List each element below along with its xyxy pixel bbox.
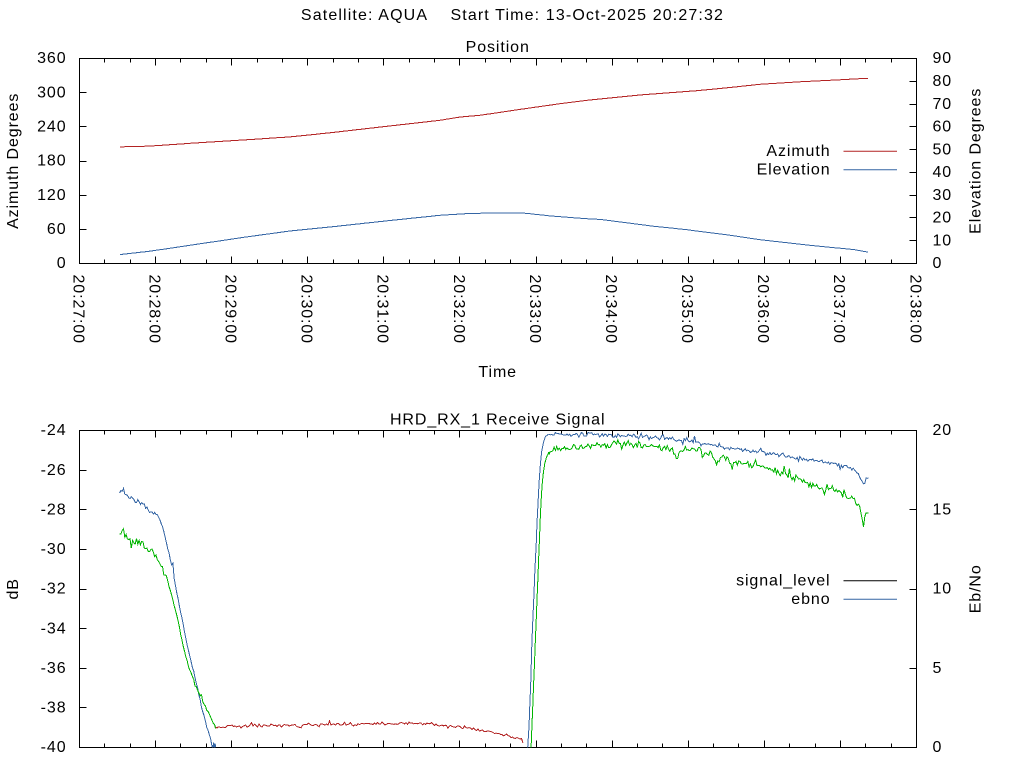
svg-text:-24: -24 (41, 422, 67, 439)
svg-text:-34: -34 (41, 620, 67, 637)
svg-text:Elevation Degrees: Elevation Degrees (968, 88, 985, 234)
svg-text:15: 15 (933, 501, 953, 518)
svg-text:-32: -32 (41, 581, 67, 598)
svg-text:360: 360 (37, 50, 66, 67)
svg-text:20:34:00: 20:34:00 (602, 275, 619, 344)
svg-text:Position: Position (466, 39, 530, 56)
svg-text:180: 180 (37, 153, 66, 170)
svg-text:0: 0 (57, 255, 67, 272)
svg-text:0: 0 (933, 255, 943, 272)
svg-text:60: 60 (47, 221, 67, 238)
svg-text:dB: dB (5, 578, 22, 599)
svg-text:Satellite: AQUA Start Time:: Satellite: AQUA Start Time: 13-Oct-2025 … (301, 7, 724, 24)
svg-text:20:38:00: 20:38:00 (906, 275, 923, 344)
svg-text:20:27:00: 20:27:00 (69, 275, 86, 344)
svg-text:signal_level: signal_level (736, 573, 830, 590)
svg-text:20:28:00: 20:28:00 (145, 275, 162, 344)
svg-text:20:30:00: 20:30:00 (298, 275, 315, 344)
svg-text:-38: -38 (41, 700, 67, 717)
svg-text:Azimuth: Azimuth (766, 143, 830, 160)
svg-text:40: 40 (933, 164, 953, 181)
svg-text:240: 240 (37, 119, 66, 136)
svg-text:-28: -28 (41, 501, 67, 518)
svg-text:20:35:00: 20:35:00 (678, 275, 695, 344)
svg-text:20:29:00: 20:29:00 (221, 275, 238, 344)
svg-text:-40: -40 (41, 739, 67, 756)
svg-text:120: 120 (37, 187, 66, 204)
svg-text:20: 20 (933, 422, 953, 439)
svg-text:-36: -36 (41, 660, 67, 677)
svg-text:300: 300 (37, 84, 66, 101)
svg-text:20: 20 (933, 210, 953, 227)
svg-text:Azimuth Degrees: Azimuth Degrees (5, 93, 22, 229)
svg-text:ebno: ebno (791, 591, 830, 608)
svg-text:20:36:00: 20:36:00 (754, 275, 771, 344)
svg-text:10: 10 (933, 581, 953, 598)
svg-text:20:32:00: 20:32:00 (450, 275, 467, 344)
svg-text:20:37:00: 20:37:00 (830, 275, 847, 344)
svg-text:HRD_RX_1 Receive Signal: HRD_RX_1 Receive Signal (390, 411, 605, 428)
svg-text:50: 50 (933, 141, 953, 158)
svg-text:10: 10 (933, 232, 953, 249)
svg-text:30: 30 (933, 187, 953, 204)
svg-text:5: 5 (933, 660, 943, 677)
svg-text:60: 60 (933, 119, 953, 136)
svg-text:Time: Time (478, 364, 517, 381)
svg-text:20:33:00: 20:33:00 (526, 275, 543, 344)
svg-text:70: 70 (933, 96, 953, 113)
svg-text:80: 80 (933, 73, 953, 90)
svg-text:-26: -26 (41, 462, 67, 479)
svg-text:Elevation: Elevation (757, 162, 831, 179)
svg-text:90: 90 (933, 50, 953, 67)
svg-text:-30: -30 (41, 541, 67, 558)
svg-text:0: 0 (933, 739, 943, 756)
svg-text:20:31:00: 20:31:00 (374, 275, 391, 344)
svg-text:Eb/No: Eb/No (968, 564, 985, 613)
